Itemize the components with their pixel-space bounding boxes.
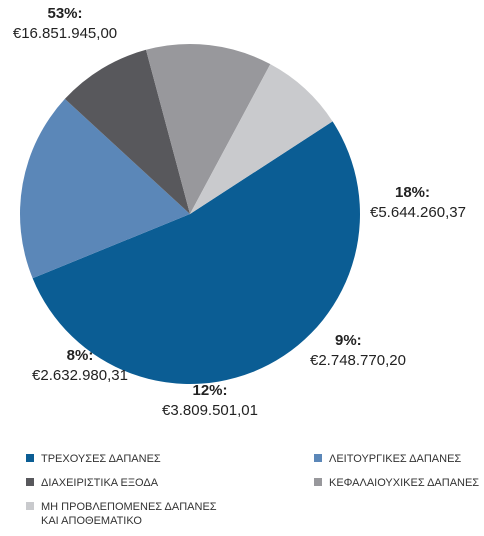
legend-label: ΚΕΦΑΛΑΙΟΥΧΙΚΕΣ ΔΑΠΑΝΕΣ: [329, 477, 480, 489]
legend-swatch: [26, 478, 34, 486]
legend-item: ΛΕΙΤΟΥΡΓΙΚΕΣ ΔΑΠΑΝΕΣ: [314, 452, 484, 466]
amount-label: €16.851.945,00: [13, 25, 117, 42]
amount-label: €3.809.501,01: [162, 402, 258, 419]
pie-slice: [32, 121, 361, 384]
amount-label: €2.748.770,20: [310, 352, 406, 369]
legend-label: ΔΙΑΧΕΙΡΙΣΤΙΚΑ ΕΞΟΔΑ: [41, 477, 159, 489]
value-label: 18%:: [395, 184, 430, 201]
legend-swatch: [26, 502, 34, 510]
amount-label: €2.632.980,31: [32, 367, 128, 384]
legend-label: ΤΡΕΧΟΥΣΕΣ ΔΑΠΑΝΕΣ: [41, 453, 161, 465]
legend-item: ΚΕΦΑΛΑΙΟΥΧΙΚΕΣ ΔΑΠΑΝΕΣ: [314, 476, 484, 490]
legend-label: ΜΗ ΠΡΟΒΛΕΠΟΜΕΝΕΣ ΔΑΠΑΝΕΣ ΚΑΙ ΑΠΟΘΕΜΑΤΙΚΟ: [41, 501, 217, 527]
legend-label: ΛΕΙΤΟΥΡΓΙΚΕΣ ΔΑΠΑΝΕΣ: [329, 453, 462, 465]
legend-item: ΜΗ ΠΡΟΒΛΕΠΟΜΕΝΕΣ ΔΑΠΑΝΕΣ ΚΑΙ ΑΠΟΘΕΜΑΤΙΚΟ: [26, 500, 255, 528]
amount-label: €5.644.260,37: [370, 204, 466, 221]
legend-swatch: [26, 454, 34, 462]
legend-item: ΤΡΕΧΟΥΣΕΣ ΔΑΠΑΝΕΣ: [26, 452, 255, 466]
legend-swatch: [314, 454, 322, 462]
value-label: 8%:: [67, 347, 94, 364]
value-label: 12%:: [192, 382, 227, 399]
value-label: 53%:: [47, 5, 82, 22]
legend-swatch: [314, 478, 322, 486]
pie-slice: [146, 44, 271, 214]
pie-slice: [20, 98, 190, 279]
value-label: 9%:: [335, 332, 362, 349]
legend: ΤΡΕΧΟΥΣΕΣ ΔΑΠΑΝΕΣ ΛΕΙΤΟΥΡΓΙΚΕΣ ΔΑΠΑΝΕΣ ΔΙΑ…: [26, 452, 484, 536]
pie-slice: [190, 64, 333, 215]
pie-slice: [64, 49, 190, 215]
chart: 53%: €16.851.945,00 18%: €5.644.260,37 9%: €2…: [13, 5, 466, 419]
legend-item: ΔΙΑΧΕΙΡΙΣΤΙΚΑ ΕΞΟΔΑ: [26, 476, 255, 490]
